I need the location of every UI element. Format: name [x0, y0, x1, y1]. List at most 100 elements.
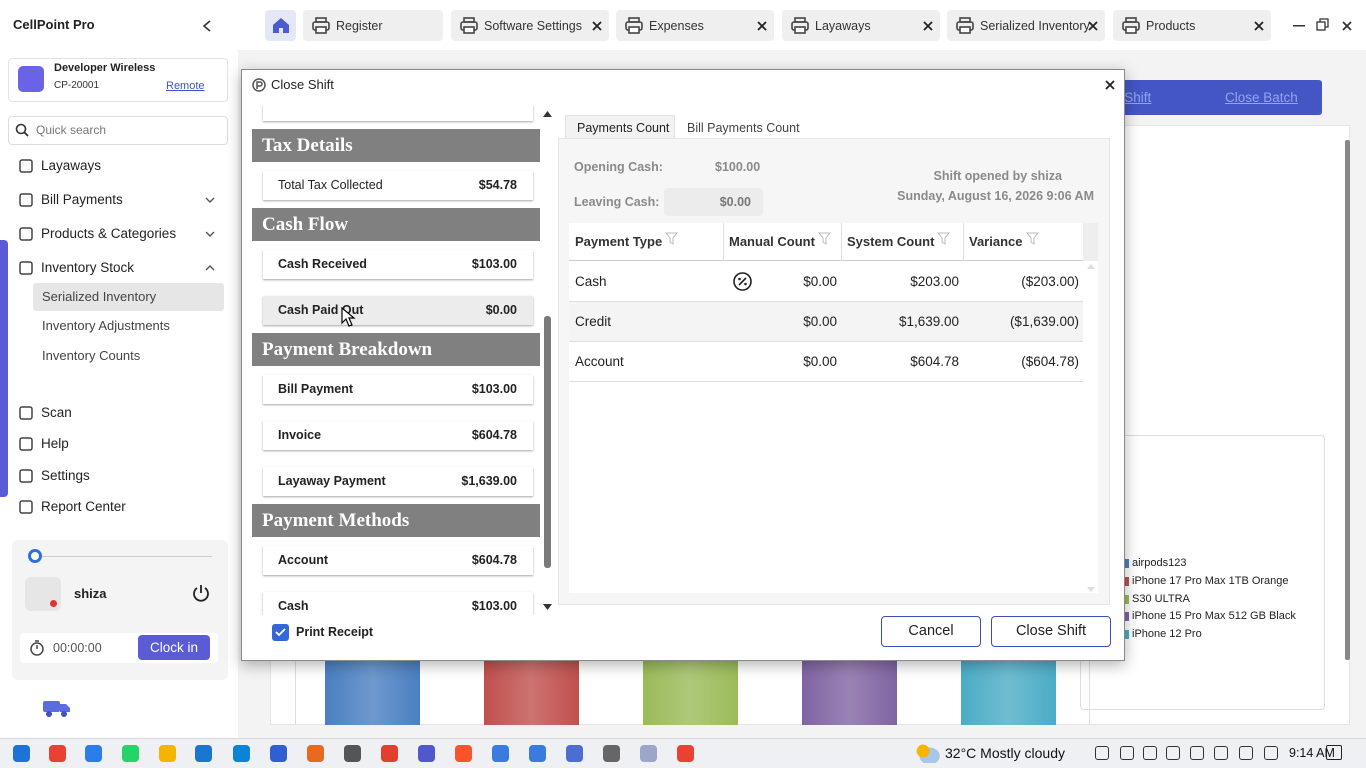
minimize-button[interactable]: [1293, 25, 1305, 27]
taskbar-app[interactable]: [381, 745, 398, 762]
slider-thumb[interactable]: [28, 549, 42, 563]
nav-item[interactable]: Products & Categories: [41, 226, 177, 241]
summary-value: $0.00: [485, 303, 517, 317]
print-receipt-label[interactable]: Print Receipt: [296, 625, 374, 639]
taskbar-app[interactable]: [529, 745, 546, 762]
dialog-title: Close Shift: [271, 77, 334, 92]
tab-label[interactable]: Layaways: [815, 19, 871, 33]
tab[interactable]: [303, 10, 443, 41]
nav-item[interactable]: Bill Payments: [41, 192, 123, 207]
taskbar-app[interactable]: [344, 745, 361, 762]
tab-close[interactable]: [1253, 20, 1265, 32]
dialog-close[interactable]: [1104, 79, 1116, 91]
tab-label[interactable]: Serialized Inventory: [980, 19, 1090, 33]
chart-bar: [484, 661, 579, 725]
tab-close[interactable]: [756, 20, 768, 32]
summary-label: Layaway Payment: [278, 474, 386, 488]
taskbar-app[interactable]: [603, 745, 620, 762]
tray-icon[interactable]: [1190, 746, 1204, 760]
count-tab-active[interactable]: [565, 115, 675, 140]
tray-icon[interactable]: [1239, 746, 1253, 760]
nav-item[interactable]: Help: [41, 436, 69, 451]
scroll-up[interactable]: [543, 111, 552, 117]
taskbar-app[interactable]: [270, 745, 287, 762]
tab-close[interactable]: [922, 20, 934, 32]
collapse-button[interactable]: [202, 20, 212, 32]
cell-value: $0.00: [803, 274, 837, 289]
column-header[interactable]: Variance: [969, 234, 1023, 249]
taskbar-app[interactable]: [677, 745, 694, 762]
manual-count-icon[interactable]: [733, 272, 752, 291]
sidebar-accent: [0, 240, 8, 497]
taskbar-app[interactable]: [233, 745, 250, 762]
column-header[interactable]: Manual Count: [729, 234, 815, 249]
nav-subitem[interactable]: Serialized Inventory: [42, 289, 157, 304]
tab-close[interactable]: [591, 20, 603, 32]
tray-icon[interactable]: [1120, 746, 1134, 760]
nav-item[interactable]: Report Center: [41, 499, 126, 514]
tab-label[interactable]: Products: [1146, 19, 1196, 33]
nav-item[interactable]: Inventory Stock: [41, 260, 135, 275]
notification-button[interactable]: [1326, 745, 1342, 760]
nav-item[interactable]: Settings: [41, 468, 90, 483]
tab-label[interactable]: Expenses: [649, 19, 704, 33]
filter-icon[interactable]: [937, 232, 951, 245]
cell-value: $604.78: [910, 354, 959, 369]
tray-icon[interactable]: [1264, 746, 1278, 760]
nav-subitem[interactable]: Inventory Adjustments: [42, 318, 170, 333]
remote-link[interactable]: Remote: [166, 80, 205, 92]
tray-icon[interactable]: [1166, 746, 1180, 760]
count-tab[interactable]: Payments Count: [577, 121, 670, 135]
tray-icon[interactable]: [1214, 746, 1228, 760]
close-window-button[interactable]: [1341, 20, 1353, 32]
nav-subitem[interactable]: Inventory Counts: [42, 348, 141, 363]
nav-icon: [19, 193, 33, 207]
table-row: [569, 302, 1083, 342]
column-header[interactable]: Payment Type: [575, 234, 663, 249]
taskbar-app[interactable]: [85, 745, 102, 762]
close-shift-button[interactable]: Close Shift: [991, 616, 1111, 647]
scroll-thumb[interactable]: [544, 316, 551, 568]
tray-icon[interactable]: [1143, 746, 1157, 760]
taskbar-app[interactable]: [159, 745, 176, 762]
leaving-cash-input[interactable]: [664, 188, 763, 216]
power-button[interactable]: [192, 584, 210, 602]
count-tab[interactable]: Bill Payments Count: [687, 121, 800, 135]
bg-close-batch[interactable]: Close Batch: [1225, 90, 1298, 105]
cancel-button[interactable]: Cancel: [881, 616, 981, 647]
tab-icon: [460, 17, 478, 34]
taskbar-app[interactable]: [640, 745, 657, 762]
taskbar-app[interactable]: [195, 745, 212, 762]
tray-icon[interactable]: [1095, 746, 1109, 760]
nav-item[interactable]: Scan: [41, 405, 72, 420]
tab-label[interactable]: Register: [336, 19, 383, 33]
taskbar-app[interactable]: [122, 745, 139, 762]
nav-icon: [19, 437, 33, 451]
taskbar-app[interactable]: [455, 745, 472, 762]
taskbar-app[interactable]: [418, 745, 435, 762]
restore-button[interactable]: [1316, 18, 1329, 31]
column-header[interactable]: System Count: [847, 234, 935, 249]
store-name: Developer Wireless: [54, 62, 156, 74]
nav-item[interactable]: Layaways: [41, 158, 102, 173]
filter-icon[interactable]: [665, 232, 679, 245]
taskbar-app[interactable]: [307, 745, 324, 762]
cell-text: Account: [575, 354, 624, 369]
summary-value: $54.78: [478, 178, 517, 192]
nav-icon: [19, 261, 33, 275]
tab-label[interactable]: Software Settings: [484, 19, 582, 33]
taskbar-app[interactable]: [13, 745, 30, 762]
leaving-cash-value: $0.00: [719, 195, 751, 209]
search-box[interactable]: [8, 116, 228, 145]
scroll-down[interactable]: [543, 604, 552, 610]
cell-value: ($1,639.00): [1009, 314, 1079, 329]
chart-bar: [802, 661, 897, 725]
taskbar-app[interactable]: [49, 745, 66, 762]
clock-in-button[interactable]: Clock in: [138, 635, 210, 660]
filter-icon[interactable]: [817, 232, 831, 245]
filter-icon[interactable]: [1025, 232, 1039, 245]
taskbar-app[interactable]: [566, 745, 583, 762]
taskbar-app[interactable]: [492, 745, 509, 762]
check-mark: [275, 628, 286, 637]
tab-close[interactable]: [1087, 20, 1099, 32]
